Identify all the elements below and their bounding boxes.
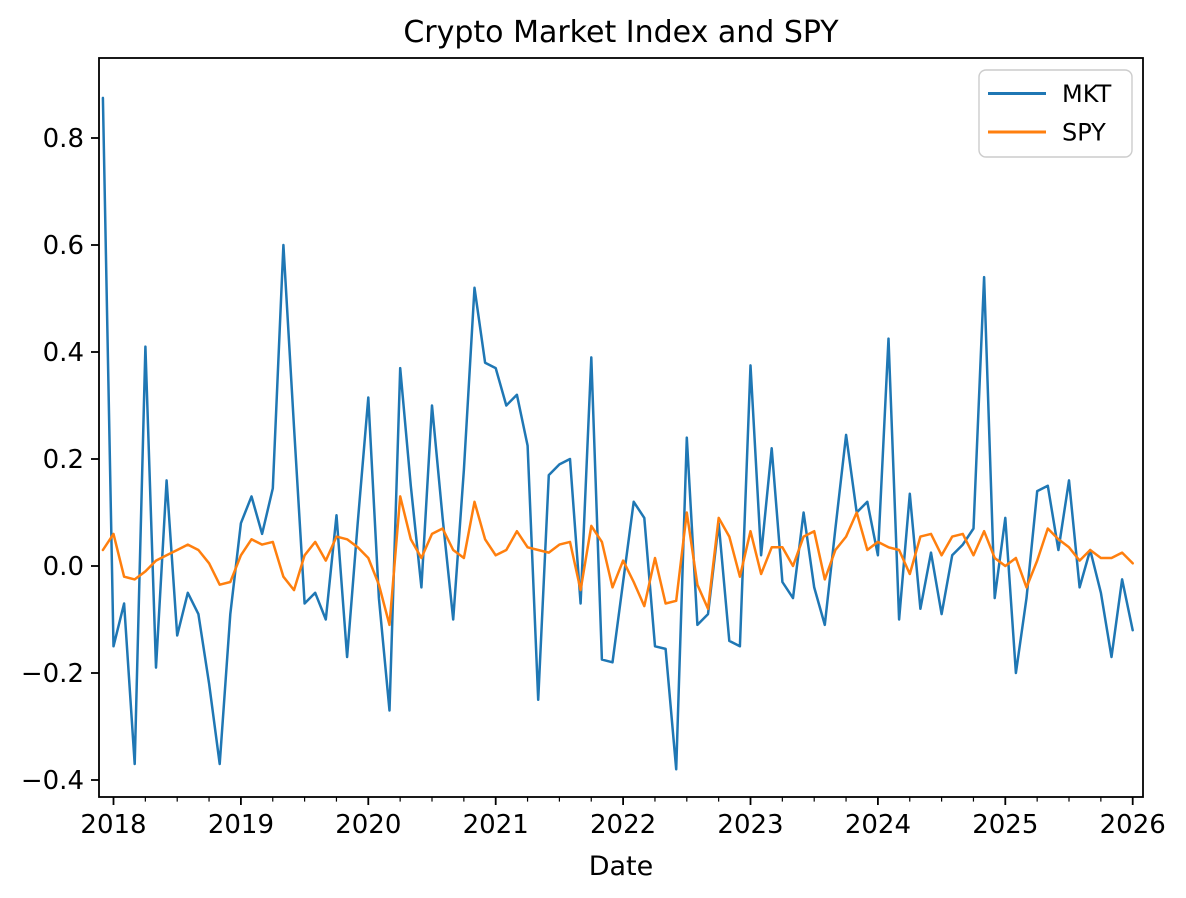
y-tick-label: 0.6 [43,231,84,261]
y-tick-label: 0.8 [43,124,84,154]
x-tick-label: 2021 [463,810,529,840]
y-tick-label: 0.2 [43,445,84,475]
x-tick-label: 2020 [335,810,401,840]
x-tick-label: 2019 [208,810,274,840]
x-axis-ticks: 2018 2019 2020 2021 2022 2023 2024 2025 2026 [80,797,1166,840]
x-tick-label: 2025 [972,810,1038,840]
legend-box [978,69,1133,158]
legend-label-spy: SPY [1062,119,1106,147]
x-tick-label: 2023 [717,810,783,840]
plot-spines [98,57,1144,798]
legend-label-mkt: MKT [1062,80,1112,108]
legend-entry-spy: SPY [988,119,1106,147]
x-tick-label: 2018 [80,810,146,840]
y-tick-label: 0.0 [43,552,84,582]
y-axis-ticks: 0.8 0.6 0.4 0.2 0.0 −0.2 −0.4 [21,124,99,796]
data-series [101,96,1134,771]
y-tick-label: 0.4 [43,338,84,368]
x-tick-label: 2026 [1100,810,1166,840]
mkt-line [101,96,1134,771]
chart-title: Crypto Market Index and SPY [403,15,839,50]
y-tick-label: −0.2 [21,659,84,689]
x-tick-label: 2024 [845,810,911,840]
legend-entry-mkt: MKT [988,80,1112,108]
x-tick-label: 2022 [590,810,656,840]
legend: MKT SPY [978,69,1133,158]
y-tick-label: −0.4 [21,766,84,796]
x-axis-label: Date [589,851,654,882]
spy-line [101,495,1134,627]
